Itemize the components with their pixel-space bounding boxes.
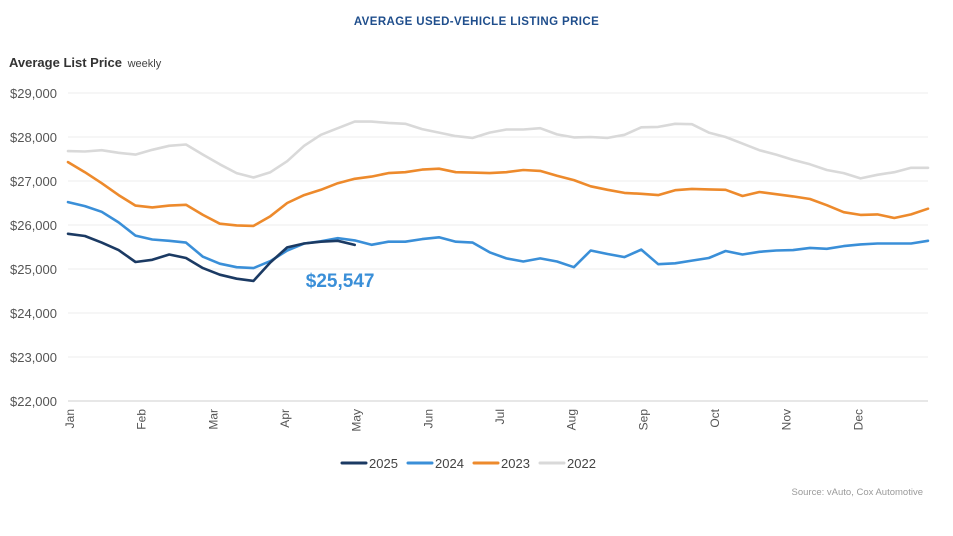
x-tick-label: May [350,409,364,432]
subtitle-label: Average List Price [9,55,122,70]
legend-label-2023: 2023 [501,456,530,471]
y-tick-label: $28,000 [10,130,57,145]
legend-label-2024: 2024 [435,456,464,471]
source-note: Source: vAuto, Cox Automotive [791,487,923,498]
subtitle-note: weekly [127,58,162,70]
x-tick-label: Sep [636,409,650,431]
x-axis: Jan Feb Mar Apr May Jun Jul Aug Sep Oct Nov Dec [63,408,865,431]
y-tick-label: $23,000 [10,350,57,365]
y-tick-label: $27,000 [10,174,57,189]
y-tick-label: $24,000 [10,306,57,321]
chart-subtitle: Average List Price weekly [9,55,161,70]
series-line-2023 [66,160,930,228]
x-tick-label: Jul [493,409,507,424]
x-tick-label: Mar [206,409,220,430]
x-tick-label: Oct [708,408,722,427]
y-axis: $22,000 $23,000 $24,000 $25,000 $26,000 $27,0… [10,86,57,409]
data-label-latest: $25,547 [306,271,375,292]
x-tick-label: Dec [851,409,865,430]
chart-title: AVERAGE USED-VEHICLE LISTING PRICE [353,16,600,28]
x-tick-label: Nov [780,409,794,430]
y-tick-label: $29,000 [10,86,57,101]
y-tick-label: $22,000 [10,394,57,409]
x-tick-label: Aug [565,409,579,430]
x-tick-label: Jan [63,409,77,428]
series-line-2024 [66,200,930,270]
series-line-2025 [66,232,357,283]
series-group [66,120,930,283]
y-tick-label: $26,000 [10,218,57,233]
series-line-2022 [66,120,930,180]
legend-label-2025: 2025 [369,456,398,471]
gridlines [68,92,928,402]
x-tick-label: Apr [278,409,292,428]
legend: 2025 2024 2023 2022 [340,456,596,471]
x-tick-label: Feb [135,409,149,430]
y-tick-label: $25,000 [10,262,57,277]
legend-label-2022: 2022 [567,456,596,471]
x-tick-label: Jun [421,409,435,428]
